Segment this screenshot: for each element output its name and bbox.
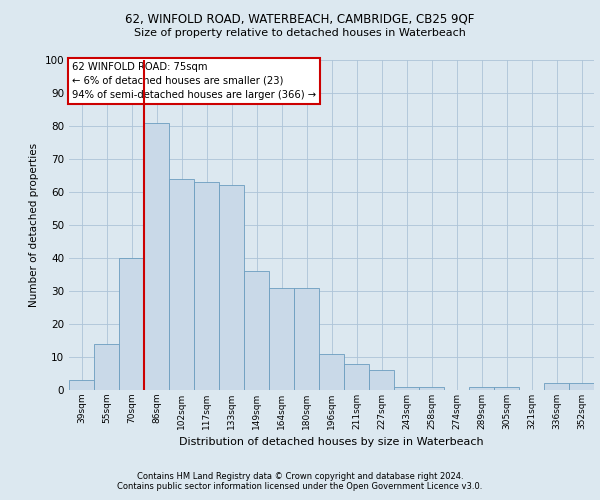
Bar [344, 364, 369, 390]
Bar [494, 386, 519, 390]
Bar [169, 179, 194, 390]
Bar [544, 384, 569, 390]
Text: 62 WINFOLD ROAD: 75sqm
← 6% of detached houses are smaller (23)
94% of semi-deta: 62 WINFOLD ROAD: 75sqm ← 6% of detached … [71, 62, 316, 100]
Bar [94, 344, 119, 390]
Y-axis label: Number of detached properties: Number of detached properties [29, 143, 39, 307]
Bar [144, 122, 169, 390]
Bar [244, 271, 269, 390]
Bar [319, 354, 344, 390]
X-axis label: Distribution of detached houses by size in Waterbeach: Distribution of detached houses by size … [179, 438, 484, 448]
Bar [119, 258, 144, 390]
Text: Size of property relative to detached houses in Waterbeach: Size of property relative to detached ho… [134, 28, 466, 38]
Bar [369, 370, 394, 390]
Bar [394, 386, 419, 390]
Bar [419, 386, 444, 390]
Text: Contains HM Land Registry data © Crown copyright and database right 2024.: Contains HM Land Registry data © Crown c… [137, 472, 463, 481]
Bar [569, 384, 594, 390]
Bar [219, 186, 244, 390]
Text: 62, WINFOLD ROAD, WATERBEACH, CAMBRIDGE, CB25 9QF: 62, WINFOLD ROAD, WATERBEACH, CAMBRIDGE,… [125, 12, 475, 26]
Bar [294, 288, 319, 390]
Bar [469, 386, 494, 390]
Text: Contains public sector information licensed under the Open Government Licence v3: Contains public sector information licen… [118, 482, 482, 491]
Bar [69, 380, 94, 390]
Bar [269, 288, 294, 390]
Bar [194, 182, 219, 390]
